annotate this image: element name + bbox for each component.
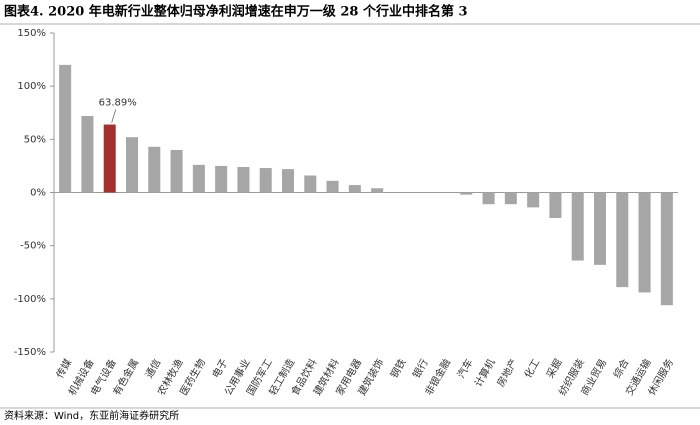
x-tick-label: 计算机 (472, 356, 498, 388)
source-note: 资料来源：Wind，东亚前海证券研究所 (4, 409, 179, 422)
y-tick-label: -100% (14, 294, 46, 305)
y-tick-label: 150% (17, 28, 46, 39)
bar (549, 192, 562, 219)
bar (527, 192, 540, 208)
bar (148, 146, 161, 193)
bar (215, 165, 228, 193)
x-tick-label: 传媒 (54, 357, 74, 380)
bar (504, 192, 517, 205)
value-label: 63.89% (99, 98, 137, 109)
bar (259, 168, 272, 193)
y-tick-label: 50% (24, 134, 46, 145)
x-tick-label: 电子 (209, 357, 230, 381)
bar (660, 192, 673, 306)
bar (348, 185, 361, 193)
bar (59, 64, 72, 193)
bar (593, 192, 607, 265)
y-tick-label: -150% (14, 347, 46, 358)
x-tick-label: 汽车 (454, 357, 475, 381)
chart-title: 图表4. 2020 年电新行业整体归母净利润增速在申万一级 28 个行业中排名第… (4, 4, 468, 20)
bar (125, 137, 139, 193)
x-tick-label: 银行 (410, 357, 431, 381)
bar (103, 124, 116, 193)
bar (237, 166, 250, 193)
bar (638, 192, 651, 293)
y-tick-label: -50% (20, 241, 46, 252)
bar (482, 192, 495, 205)
y-tick-label: 100% (17, 81, 46, 92)
x-tick-label: 化工 (521, 357, 542, 381)
label-leader (111, 109, 117, 123)
bar (304, 175, 317, 193)
x-tick-label: 综合 (610, 357, 631, 381)
x-tick-label: 通信 (143, 357, 163, 380)
bar (192, 164, 205, 193)
bar (170, 149, 183, 193)
bar (571, 192, 584, 261)
bar (616, 192, 629, 288)
x-tick-label: 房地产 (494, 357, 520, 389)
bar (460, 192, 473, 195)
y-tick-label: 0% (30, 188, 46, 199)
bar (81, 115, 94, 193)
bar (281, 169, 295, 193)
bar (371, 188, 384, 193)
x-tick-label: 采掘 (543, 357, 564, 381)
bar (326, 180, 339, 193)
x-tick-label: 钢铁 (387, 357, 408, 381)
